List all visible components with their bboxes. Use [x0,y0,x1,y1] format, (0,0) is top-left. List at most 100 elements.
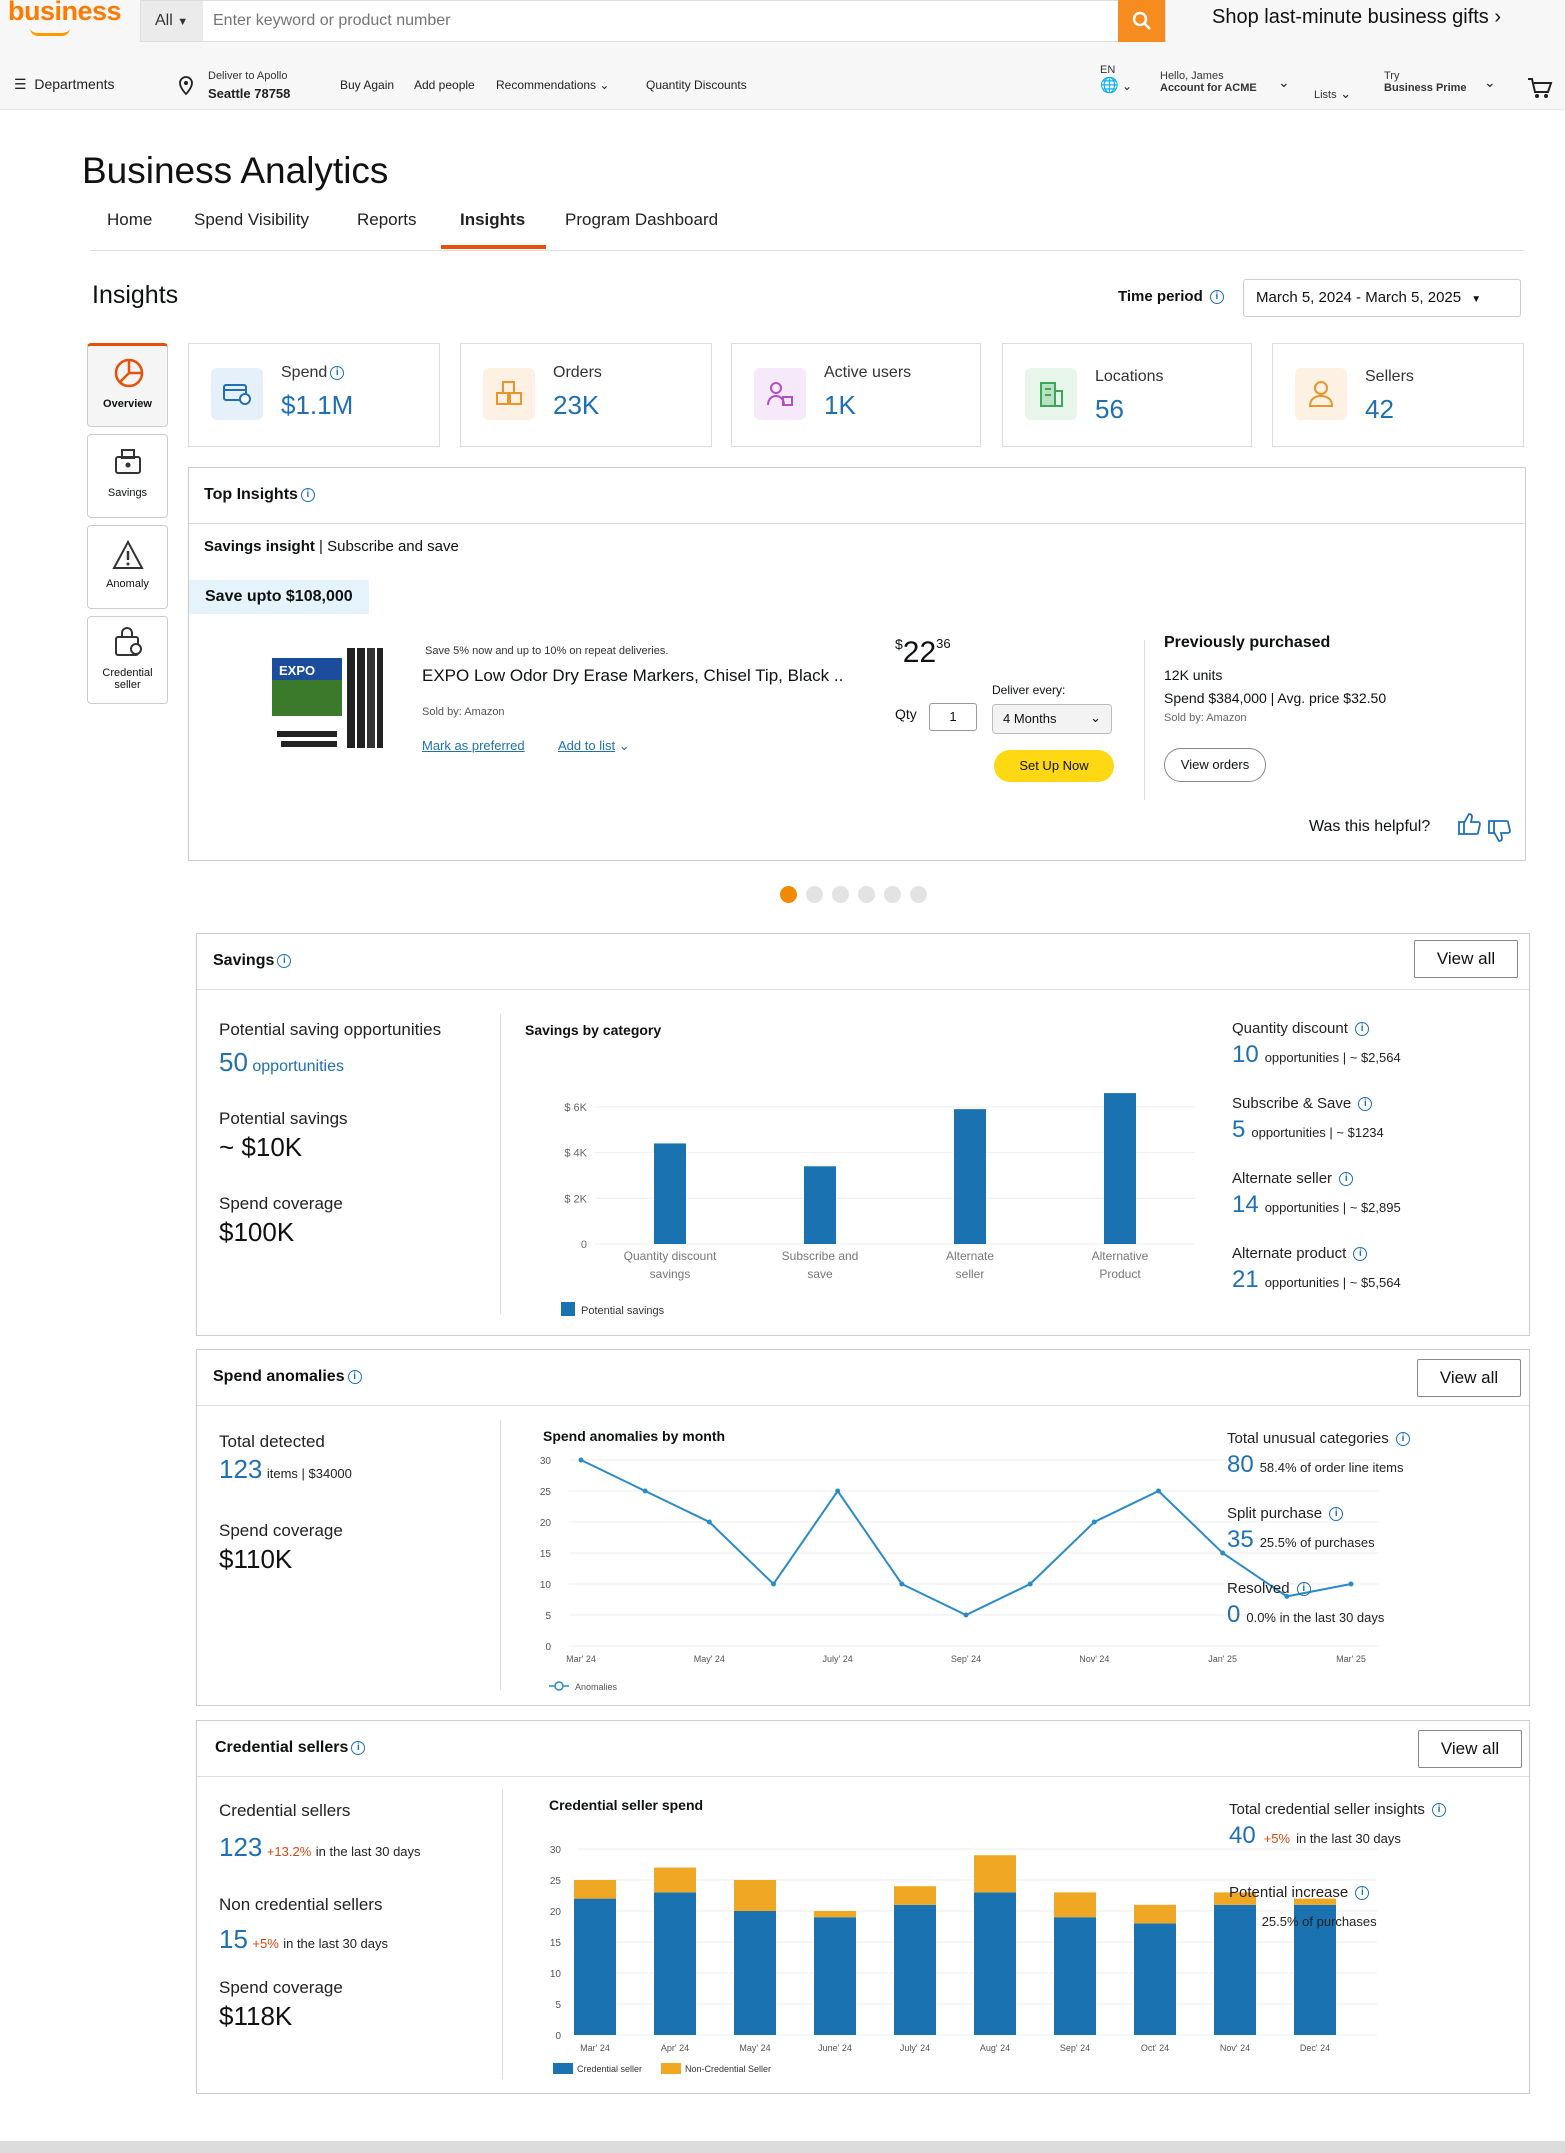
y-tick-label: 0 [555,2031,561,2042]
breakdown-item[interactable]: Alternate seller i 14 opportunities | ~ $2… [1232,1170,1532,1219]
breakdown-label: Alternate product i [1232,1245,1532,1262]
nav-buy-again[interactable]: Buy Again [340,78,395,92]
metric-card-active-users[interactable]: Active users 1K [731,343,981,447]
metric-label: Spend i [281,364,345,382]
credential-sellers-value[interactable]: 123 +13.2% in the last 30 days [219,1832,421,1863]
info-icon[interactable]: i [330,365,345,380]
lists-menu[interactable]: Lists ⌄ [1314,86,1351,102]
prime-chevron-icon[interactable]: ⌄ [1484,74,1496,90]
add-to-list-link[interactable]: Add to list ⌄ [558,738,630,754]
account-menu[interactable]: Hello, James Account for ACME [1160,70,1257,94]
metric-card-locations[interactable]: Locations 56 [1002,343,1252,447]
breakdown-item[interactable]: Subscribe & Save i 5 opportunities | ~ $12… [1232,1095,1532,1144]
metric-card-orders[interactable]: Orders 23K [460,343,712,447]
deliver-every-select[interactable]: 4 Months ⌄ [992,704,1112,734]
nav-add-people[interactable]: Add people [414,78,475,92]
info-icon[interactable]: i [1209,290,1224,305]
breakdown-item[interactable]: Total credential seller insights i 40 +5% i… [1229,1801,1529,1850]
carousel-dot[interactable] [858,886,875,903]
breakdown-item[interactable]: Split purchase i 35 25.5% of purchases [1227,1505,1527,1554]
info-icon[interactable]: i [1432,1803,1447,1818]
view-orders-button[interactable]: View orders [1164,748,1266,782]
savings-title: Savings i [213,952,292,970]
info-icon[interactable]: i [1339,1172,1354,1187]
product-title[interactable]: EXPO Low Odor Dry Erase Markers, Chisel … [422,666,844,685]
bar-credential [1134,1923,1176,2035]
breakdown-item[interactable]: Alternate product i 21 opportunities | ~ $… [1232,1245,1532,1294]
total-detected-value[interactable]: 123 items | $34000 [219,1454,352,1485]
y-tick-label: 25 [550,1876,562,1887]
breakdown-number: 40 [1229,1822,1256,1849]
mark-preferred-link[interactable]: Mark as preferred [422,738,525,753]
account-line2: Account for ACME [1160,82,1257,94]
info-icon[interactable]: i [1353,1247,1368,1262]
info-icon[interactable]: i [1296,1582,1311,1597]
search-button[interactable] [1118,0,1165,42]
info-icon[interactable]: i [300,487,315,502]
savings-bar-chart: 0 $ 2K $ 4K $ 6K Quantity discount savings Sub… [561,1093,1195,1317]
nav-recommendations[interactable]: Recommendations ⌄ [496,78,609,92]
product-image[interactable]: EXPO [267,643,387,759]
side-nav-credential-seller[interactable]: Credential seller [87,616,168,704]
carousel-dot[interactable] [832,886,849,903]
thumbs-down-icon[interactable] [1486,818,1512,844]
carousel-dot[interactable] [910,886,927,903]
tab-program-dashboard[interactable]: Program Dashboard [565,210,719,229]
info-icon[interactable]: i [347,1369,362,1384]
thumbs-up-icon[interactable] [1456,811,1482,837]
recommendations-label: Recommendations [496,78,597,92]
setup-now-button[interactable]: Set Up Now [994,750,1114,782]
business-logo[interactable]: business [8,0,122,26]
tab-spend-visibility[interactable]: Spend Visibility [194,210,309,229]
carousel-dot[interactable] [884,886,901,903]
metric-value: 1K [824,390,856,420]
tab-insights[interactable]: Insights [460,210,526,229]
breakdown-item[interactable]: Resolved i 0 0.0% in the last 30 days [1227,1580,1527,1629]
cart-icon[interactable] [1526,76,1554,100]
time-period-select[interactable]: March 5, 2024 - March 5, 2025 ▼ [1243,279,1521,317]
qty-input[interactable]: 1 [929,703,977,731]
account-chevron-icon[interactable]: ⌄ [1278,74,1290,90]
info-icon[interactable]: i [1329,1507,1344,1522]
savings-view-all-button[interactable]: View all [1414,940,1518,978]
metric-card-spend[interactable]: Spend i $1.1M [188,343,440,447]
bar-credential [1214,1904,1256,2035]
language-selector[interactable]: EN 🌐 ⌄ [1100,64,1132,94]
non-credential-value[interactable]: 15 +5% in the last 30 days [219,1924,388,1955]
breakdown-detail: opportunities | ~ $1234 [1251,1125,1384,1140]
info-icon[interactable]: i [1355,1886,1370,1901]
carousel-dot[interactable] [780,886,797,903]
non-credential-count: 15 [219,1924,248,1954]
credential-view-all-button[interactable]: View all [1418,1730,1522,1768]
breakdown-item[interactable]: Total unusual categories i 80 58.4% of ord… [1227,1430,1527,1479]
breakdown-value: 0 0.0% in the last 30 days [1227,1601,1527,1629]
deliver-line1: Deliver to Apollo [208,70,288,82]
metric-card-sellers[interactable]: Sellers 42 [1272,343,1524,447]
data-point [835,1488,841,1494]
side-nav-overview[interactable]: Overview [87,343,168,427]
opportunities-value[interactable]: 50 opportunities [219,1047,344,1078]
info-icon[interactable]: i [1355,1022,1370,1037]
tab-home[interactable]: Home [107,210,153,229]
departments-menu[interactable]: ☰ Departments [14,76,115,93]
search-scope-select[interactable]: All ▼ [141,1,203,41]
breakdown-number: 10 [1232,1041,1259,1068]
y-tick-label: 20 [550,1907,562,1918]
info-icon[interactable]: i [1358,1097,1373,1112]
promo-link[interactable]: Shop last-minute business gifts › [1212,6,1501,29]
info-icon[interactable]: i [1395,1432,1410,1447]
search-input[interactable] [213,1,1143,41]
credential-chart-title: Credential seller spend [549,1797,704,1813]
side-nav-savings[interactable]: Savings [87,434,168,518]
side-nav-anomaly[interactable]: Anomaly [87,525,168,609]
breakdown-item[interactable]: Potential increase i 35 25.5% of purchases [1229,1884,1529,1933]
info-icon[interactable]: i [277,953,292,968]
legend-label: Non-Credential Seller [685,2064,771,2074]
tab-reports[interactable]: Reports [357,210,417,229]
breakdown-item[interactable]: Quantity discount i 10 opportunities | ~ $… [1232,1020,1532,1069]
nav-quantity-discounts[interactable]: Quantity Discounts [646,78,747,92]
prime-menu[interactable]: Try Business Prime [1384,70,1467,94]
info-icon[interactable]: i [351,1740,366,1755]
anomalies-view-all-button[interactable]: View all [1417,1359,1521,1397]
carousel-dot[interactable] [806,886,823,903]
